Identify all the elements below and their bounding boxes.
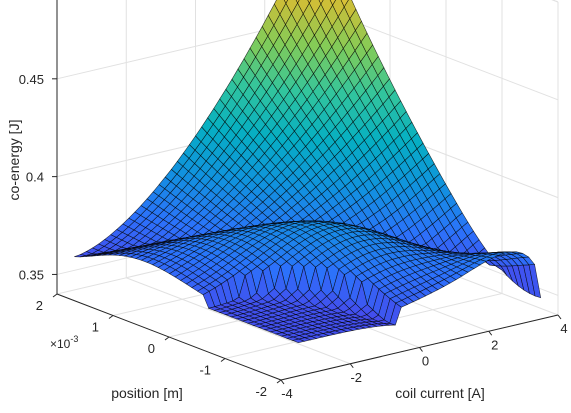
y-axis-label: position [m] bbox=[111, 385, 183, 401]
x-tick-label: 2 bbox=[491, 337, 498, 352]
surface-patch bbox=[291, 338, 306, 344]
surface-patch bbox=[307, 0, 312, 4]
y-exponent-power: -3 bbox=[70, 334, 78, 344]
y-tick-label: 2 bbox=[36, 298, 43, 313]
y-exponent-base: ×10 bbox=[50, 337, 71, 351]
z-tick-label: 0.35 bbox=[19, 267, 44, 282]
x-tick-mark bbox=[557, 314, 562, 320]
grid-line bbox=[333, 13, 559, 101]
surface-patch bbox=[283, 0, 289, 5]
y-tick-label: 1 bbox=[92, 320, 99, 335]
y-tick-mark bbox=[276, 379, 282, 384]
z-tick-label: 0.4 bbox=[26, 170, 44, 185]
y-tick-label: -2 bbox=[255, 384, 267, 399]
y-tick-mark bbox=[108, 315, 114, 319]
y-tick-mark bbox=[164, 336, 170, 341]
x-tick-label: -2 bbox=[350, 370, 362, 385]
y-tick-label: -1 bbox=[199, 363, 211, 378]
y-axis-exponent: ×10-3 bbox=[50, 334, 78, 351]
x-tick-label: 0 bbox=[422, 354, 429, 369]
surface-patch bbox=[329, 0, 337, 6]
x-tick-mark bbox=[280, 379, 285, 385]
surface-patch bbox=[318, 0, 324, 5]
x-tick-label: -4 bbox=[281, 386, 293, 401]
x-tick-label: 4 bbox=[560, 321, 567, 336]
x-tick-mark bbox=[349, 363, 354, 369]
surface-plot bbox=[74, 0, 542, 344]
y-tick-label: 0 bbox=[148, 341, 155, 356]
x-axis-label: coil current [A] bbox=[395, 385, 484, 401]
y-tick-mark bbox=[220, 358, 226, 362]
x-tick-mark bbox=[488, 330, 493, 336]
z-tick-label: 0.45 bbox=[19, 72, 44, 87]
surface-patch bbox=[295, 0, 300, 4]
y-tick-mark bbox=[52, 293, 58, 298]
x-tick-mark bbox=[419, 347, 423, 352]
z-axis-label: co-energy [J] bbox=[6, 120, 22, 201]
